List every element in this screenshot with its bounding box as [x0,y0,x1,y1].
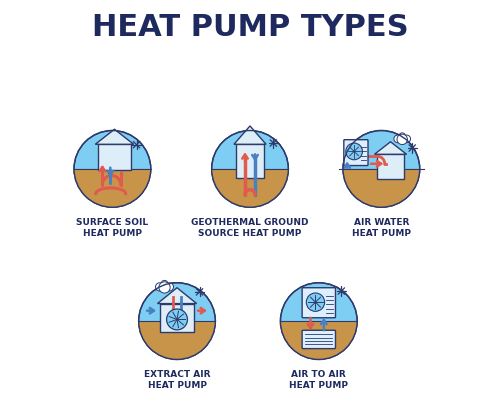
Circle shape [166,283,173,291]
Circle shape [138,283,216,359]
Bar [377,154,404,179]
Polygon shape [158,288,196,304]
Circle shape [399,133,406,139]
Circle shape [394,135,402,143]
Circle shape [343,131,419,207]
Wedge shape [343,169,419,207]
Wedge shape [280,321,357,359]
Circle shape [306,293,324,311]
FancyBboxPatch shape [302,330,336,349]
Wedge shape [138,321,216,359]
Wedge shape [74,169,151,207]
Circle shape [346,143,362,160]
Circle shape [280,283,357,359]
FancyBboxPatch shape [344,140,368,166]
Text: HEAT PUMP TYPES: HEAT PUMP TYPES [92,13,408,42]
Wedge shape [213,169,287,207]
Text: AIR TO AIR
HEAT PUMP: AIR TO AIR HEAT PUMP [290,370,348,390]
Polygon shape [234,126,266,144]
Circle shape [74,131,151,207]
Bar [160,304,194,332]
Polygon shape [374,142,406,154]
Circle shape [403,135,410,143]
Circle shape [166,309,188,330]
Text: EXTRACT AIR
HEAT PUMP: EXTRACT AIR HEAT PUMP [144,370,210,390]
Circle shape [212,131,288,207]
Text: GEOTHERMAL GROUND
SOURCE HEAT PUMP: GEOTHERMAL GROUND SOURCE HEAT PUMP [191,218,309,238]
Bar [98,144,131,170]
Text: SURFACE SOIL
HEAT PUMP: SURFACE SOIL HEAT PUMP [76,218,148,238]
Circle shape [159,282,170,293]
Text: AIR WATER
HEAT PUMP: AIR WATER HEAT PUMP [352,218,411,238]
FancyBboxPatch shape [302,288,336,318]
Wedge shape [212,169,288,207]
Circle shape [397,134,407,145]
Bar [236,144,264,178]
Polygon shape [96,129,134,144]
Circle shape [161,280,168,287]
Circle shape [156,283,164,291]
